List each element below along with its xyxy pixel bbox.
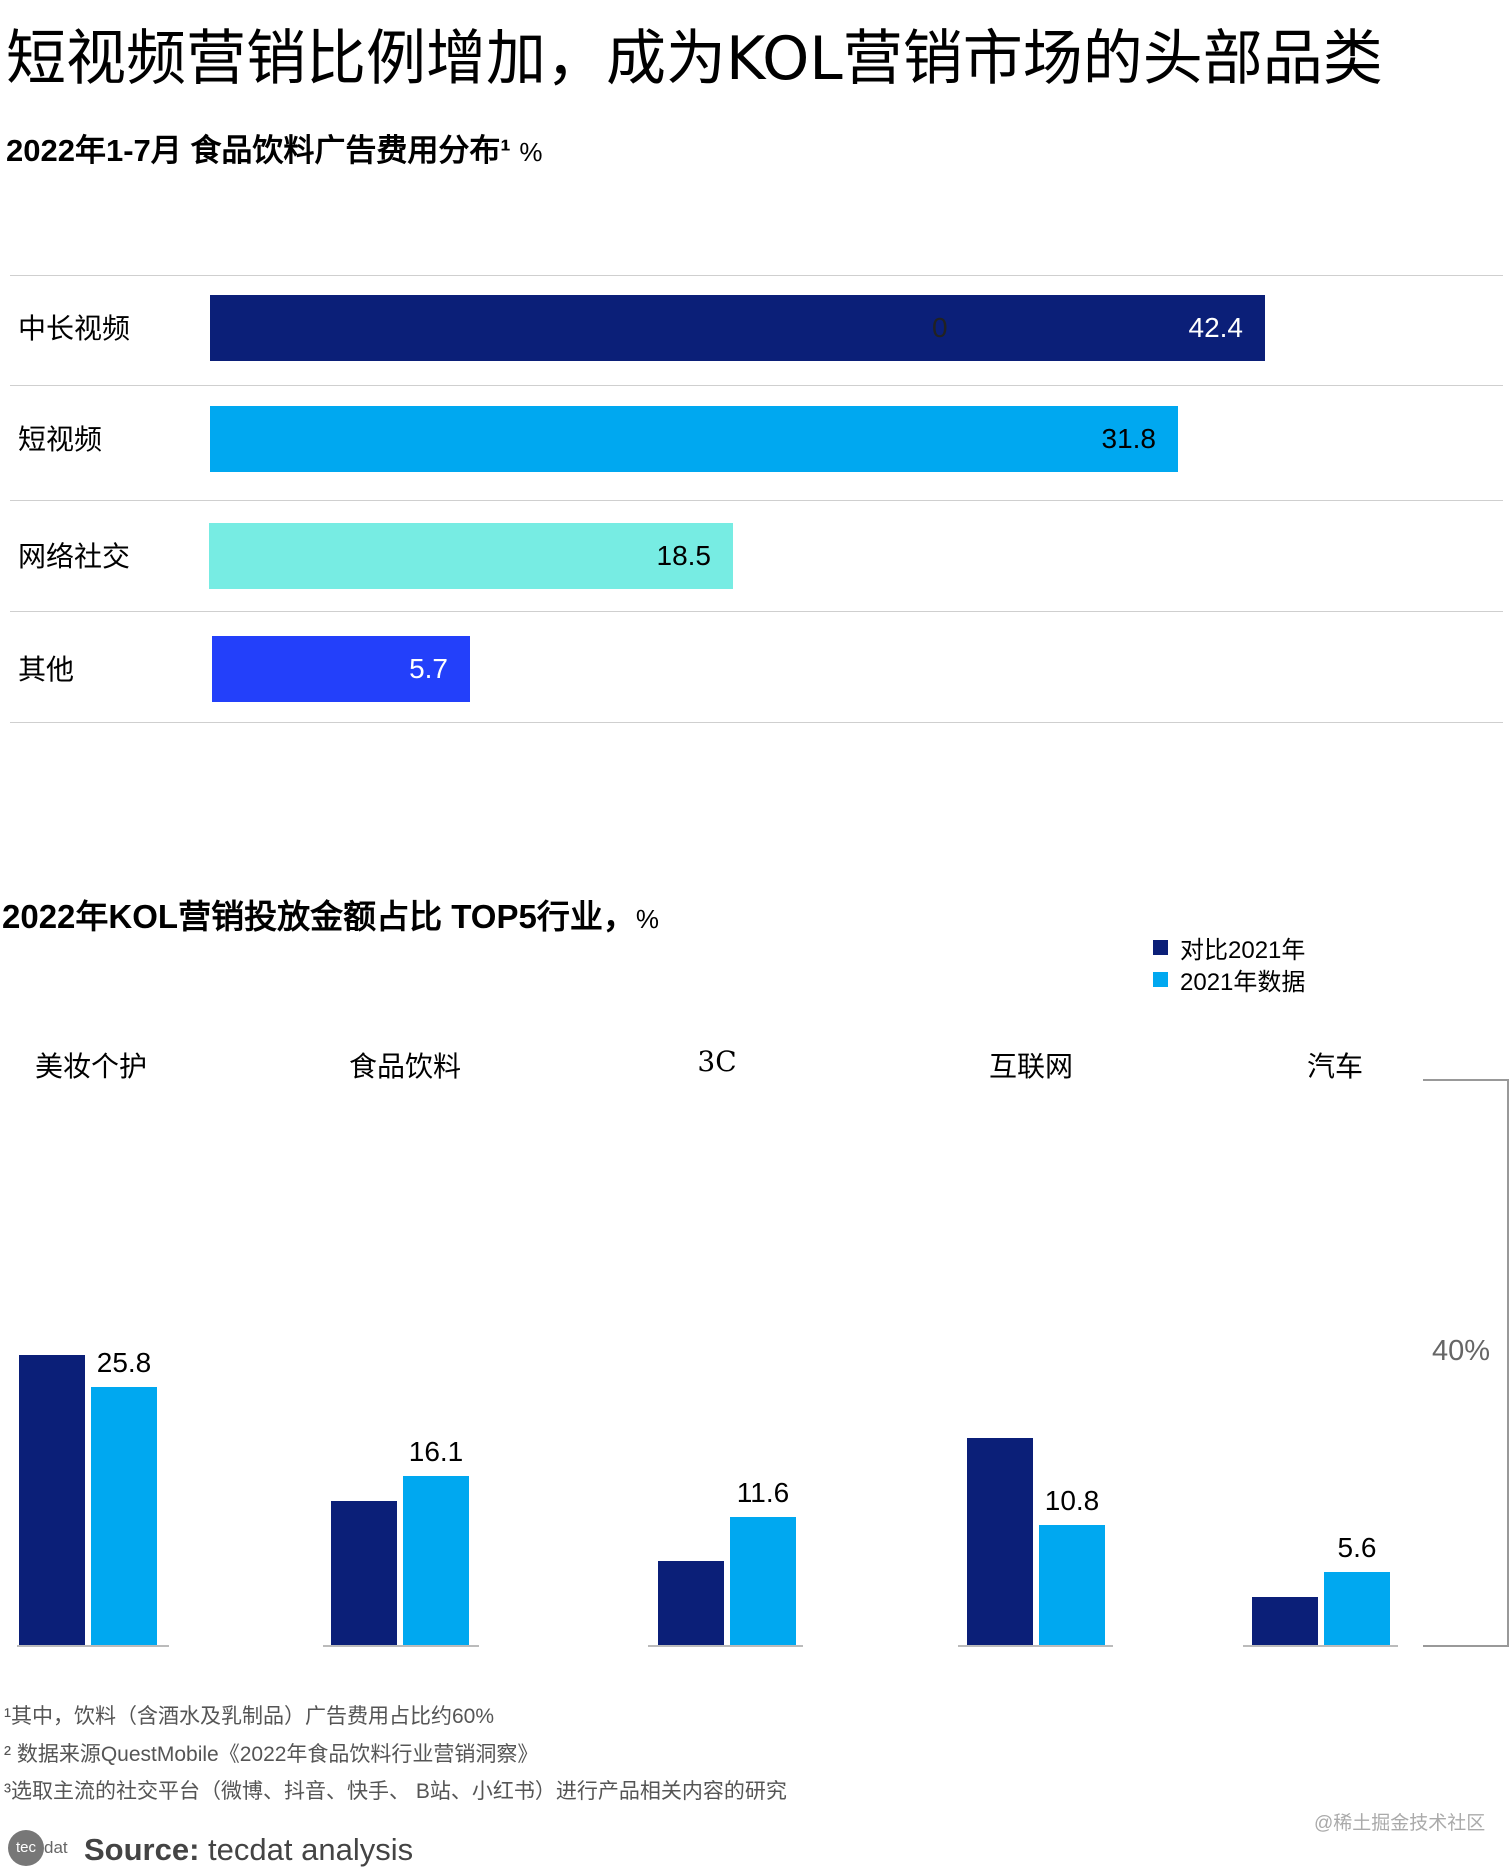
bar-2022 [331, 1500, 397, 1646]
bar-2021 [91, 1386, 157, 1646]
bar-2022 [19, 1355, 85, 1646]
page-title: 短视频营销比例增加，成为KOL营销市场的头部品类 [6, 24, 1383, 94]
category-label: 汽车 [1306, 1050, 1364, 1083]
category-label: 3C [697, 1045, 737, 1078]
data-label: 5.6 [1337, 1532, 1377, 1564]
category-label: 互联网 [988, 1050, 1074, 1083]
data-label: 42.4 [1188, 312, 1244, 343]
category-label: 食品饮料 [348, 1050, 462, 1083]
chart1-title: 2022年1-7月 食品饮料广告费用分布¹ % [6, 133, 543, 168]
baseline [648, 1645, 803, 1647]
gridline [10, 722, 1503, 723]
category-label: 美妆个护 [34, 1050, 148, 1083]
watermark: @稀土掘金技术社区 [1314, 1813, 1486, 1834]
category-label: 中长视频 [18, 312, 131, 345]
tecdat-logo: tec [8, 1830, 44, 1866]
footnote: ¹其中，饮料（含酒水及乳制品）广告费用占比约60% [4, 1705, 495, 1728]
chart2-title: 2022年KOL营销投放金额占比 TOP5行业，% [2, 898, 659, 935]
footnote: ³选取主流的社交平台（微博、抖音、快手、 B站、小红书）进行产品相关内容的研究 [4, 1780, 787, 1803]
stray-label: 0 [932, 312, 948, 343]
baseline [17, 1645, 169, 1647]
baseline [323, 1645, 479, 1647]
baseline [1243, 1645, 1398, 1647]
bar: 18.5 [209, 523, 733, 589]
data-label: 25.8 [96, 1346, 152, 1378]
axis-frame [1423, 1079, 1509, 1647]
data-label: 11.6 [736, 1477, 790, 1509]
bar-2022 [1252, 1597, 1318, 1646]
bar-2021 [1039, 1524, 1105, 1646]
legend-item-2021: 2021年数据 [1153, 962, 1305, 997]
gridline [10, 385, 1503, 386]
gridline [10, 500, 1503, 501]
data-label: 16.1 [408, 1435, 464, 1467]
bar-2021 [403, 1475, 469, 1646]
bar-2021 [1324, 1572, 1390, 1646]
bar: 42.4 0 [210, 295, 1265, 361]
bar-2022 [967, 1438, 1033, 1646]
bar-2022 [658, 1560, 724, 1646]
legend-swatch [1153, 940, 1168, 955]
category-label: 短视频 [18, 423, 103, 456]
data-label: 18.5 [656, 540, 712, 571]
source-line: Source: tecdat analysis [84, 1832, 414, 1867]
bar-2021 [730, 1517, 796, 1646]
side-label: 40% [1432, 1335, 1491, 1367]
logo-text: dat [44, 1838, 68, 1857]
gridline [10, 611, 1503, 612]
category-label: 其他 [18, 653, 75, 686]
data-label: 5.7 [409, 653, 448, 684]
data-label: 10.8 [1044, 1484, 1100, 1516]
baseline [958, 1645, 1113, 1647]
footnote: ² 数据来源QuestMobile《2022年食品饮料行业营销洞察》 [4, 1743, 539, 1766]
legend-swatch [1153, 972, 1168, 987]
gridline [10, 275, 1503, 276]
bar: 31.8 [210, 406, 1178, 472]
bar: 5.7 [212, 636, 470, 702]
legend-item-2022: 对比2021年 [1153, 930, 1305, 965]
category-label: 网络社交 [18, 540, 131, 573]
data-label: 31.8 [1101, 423, 1157, 454]
